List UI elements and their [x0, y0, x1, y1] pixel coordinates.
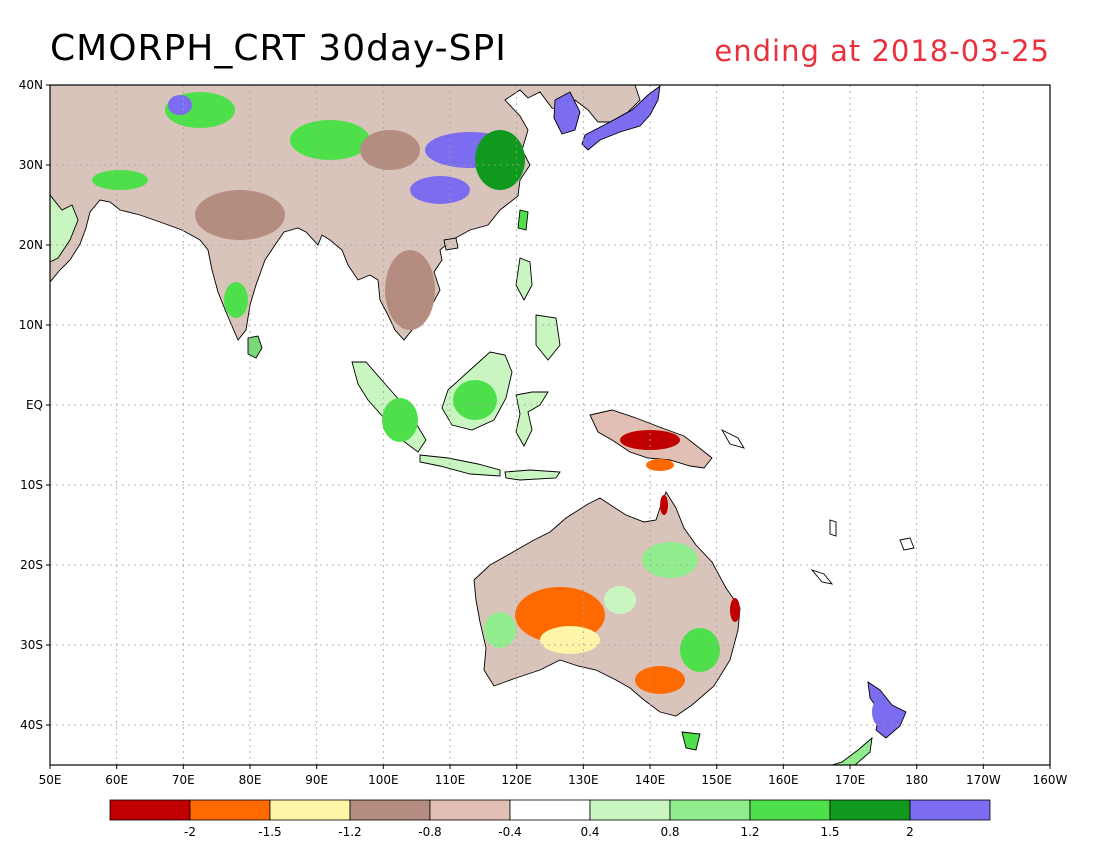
legend-swatch	[429, 799, 511, 821]
lat-label: EQ	[26, 398, 43, 412]
map-subtitle: ending at 2018-03-25	[714, 34, 1050, 68]
land-sunda	[504, 469, 561, 481]
legend-tick-label: -1.2	[338, 825, 361, 839]
lon-label: 110E	[435, 773, 466, 787]
land-solomon	[720, 428, 745, 449]
map-frame	[49, 84, 1051, 766]
land-taiwan	[517, 209, 529, 231]
lon-label: 80E	[239, 773, 262, 787]
lon-label: 160W	[1033, 773, 1068, 787]
legend-tick-label: 2	[906, 825, 914, 839]
color-legend: -2 -1.5 -1.2 -0.8 -0.4 0.4 0.8 1.2 1.5 2	[109, 799, 991, 839]
land-mindanao	[535, 314, 561, 361]
lon-label: 180	[905, 773, 928, 787]
legend-tick-label: 1.5	[820, 825, 839, 839]
lat-label: 20S	[20, 558, 43, 572]
lon-label: 90E	[305, 773, 328, 787]
lon-label: 170E	[835, 773, 866, 787]
legend-swatch	[349, 799, 431, 821]
latitude-labels: 40N 30N 20N 10N EQ 10S 20S 30S 40S	[19, 78, 50, 732]
land-fiji	[899, 537, 915, 551]
legend-tick-label: 0.8	[660, 825, 679, 839]
legend-swatch	[509, 799, 591, 821]
longitude-labels: 50E 60E 70E 80E 90E 100E 110E 120E 130E 140E 150E 1…	[39, 765, 1068, 787]
lon-label: 160E	[768, 773, 799, 787]
lat-label: 10S	[20, 478, 43, 492]
legend-swatch	[189, 799, 271, 821]
legend-tick-label: -0.4	[498, 825, 521, 839]
lat-label: 20N	[19, 238, 43, 252]
lon-label: 130E	[568, 773, 599, 787]
lon-label: 150E	[701, 773, 732, 787]
land-tasmania	[681, 731, 701, 751]
legend-swatch	[909, 799, 991, 821]
lat-label: 10N	[19, 318, 43, 332]
legend-tick-label: -0.8	[418, 825, 441, 839]
land-korea	[553, 91, 581, 135]
land-vanuatu	[829, 519, 837, 537]
land-luzon	[515, 257, 533, 301]
land-hainan	[443, 237, 459, 251]
legend-swatch	[269, 799, 351, 821]
land-java	[419, 454, 501, 477]
lat-label: 30S	[20, 638, 43, 652]
lat-label: 40N	[19, 78, 43, 92]
lon-label: 70E	[172, 773, 195, 787]
legend-tick-label: 1.2	[740, 825, 759, 839]
lon-label: 170W	[966, 773, 1001, 787]
legend-tick-label: 0.4	[580, 825, 599, 839]
legend-swatch	[589, 799, 671, 821]
land-srilanka	[247, 335, 263, 359]
legend-swatch	[109, 799, 191, 821]
legend-tick-label: -2	[184, 825, 196, 839]
map-grid	[50, 85, 1050, 765]
legend-tick-label: -1.5	[258, 825, 281, 839]
lon-label: 60E	[105, 773, 128, 787]
lon-label: 120E	[501, 773, 532, 787]
lat-label: 30N	[19, 158, 43, 172]
lon-label: 100E	[368, 773, 399, 787]
land-sulawesi	[515, 391, 549, 447]
map-title: CMORPH_CRT 30day-SPI	[50, 28, 507, 69]
lon-label: 140E	[635, 773, 666, 787]
legend-swatch	[669, 799, 751, 821]
legend-swatch	[749, 799, 831, 821]
legend-swatch	[829, 799, 911, 821]
lon-label: 50E	[39, 773, 62, 787]
lat-label: 40S	[20, 718, 43, 732]
land-nz-south	[831, 736, 873, 765]
land-newcaledonia	[810, 569, 834, 585]
